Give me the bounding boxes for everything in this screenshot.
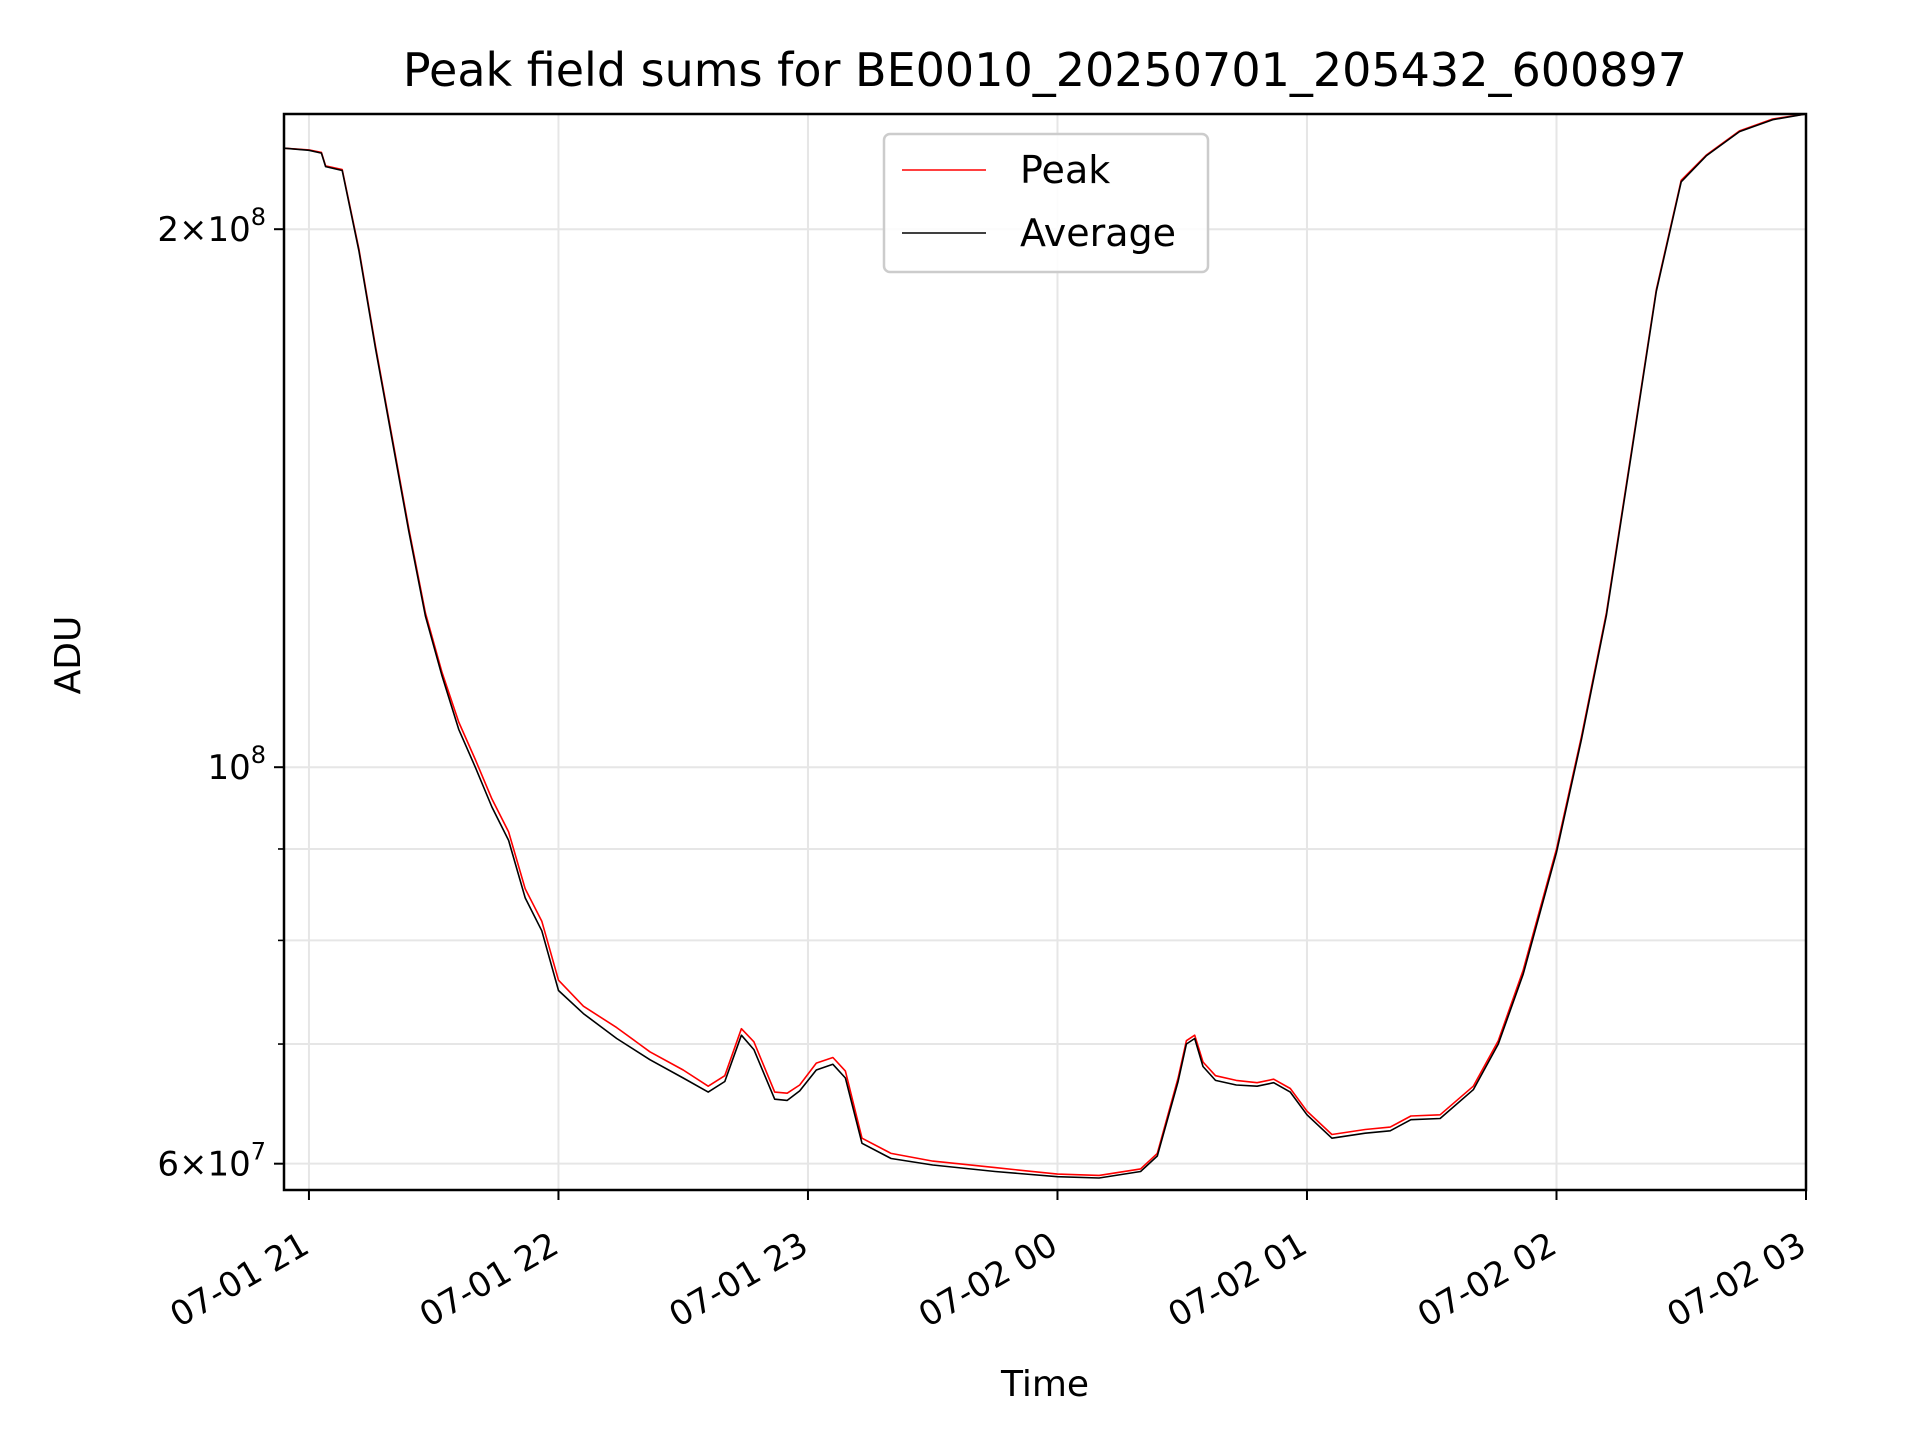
y-tick-label: 108 [207,741,266,788]
legend: Peak Average [882,132,1210,274]
y-tick-exponent: 7 [251,1138,266,1166]
plot-frame [282,112,1808,1192]
y-tick-label: 6×107 [157,1138,266,1185]
plot-series [283,113,1807,1179]
chart-title: Peak field sums for BE0010_20250701_2054… [403,43,1687,97]
y-tick-times: ×10 [179,210,251,250]
y-tick-base: 2 [157,210,179,250]
y-tick-exponent: 8 [251,203,266,231]
average-series-line [283,113,1807,1179]
y-gridlines [284,228,1806,1165]
y-tick-ten: 10 [207,748,250,788]
legend-box [882,132,1210,274]
y-axis-label: ADU [48,616,89,695]
y-tick-label: 2×108 [157,203,266,250]
y-tick-times: ×10 [179,1145,251,1185]
x-gridlines [307,114,1558,1190]
peak-series-line [283,113,1807,1177]
y-tick-exponent: 8 [251,741,266,769]
x-axis-label: Time [1000,1364,1089,1405]
legend-label-peak: Peak [1020,148,1110,192]
y-tick-base: 6 [157,1145,179,1185]
legend-label-average: Average [1020,211,1176,255]
